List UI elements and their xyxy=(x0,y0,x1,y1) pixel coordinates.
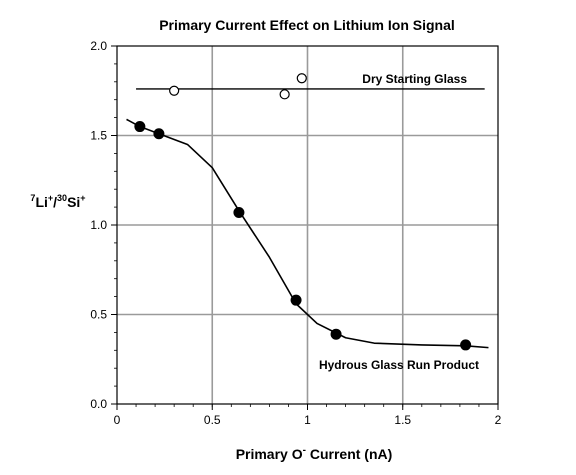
series-label-hydrous-glass-run-product: Hydrous Glass Run Product xyxy=(319,358,479,372)
hydrous-glass-point xyxy=(290,294,302,306)
x-tick-label: 0.5 xyxy=(204,413,221,427)
dry-glass-point xyxy=(296,73,307,84)
series-label-dry-starting-glass: Dry Starting Glass xyxy=(362,72,467,86)
x-axis-label: Primary O- Current (nA) xyxy=(236,445,393,462)
hydrous-glass-point xyxy=(134,121,146,133)
chart-title: Primary Current Effect on Lithium Ion Si… xyxy=(159,17,455,33)
y-axis-label: 7Li+/30Si+ xyxy=(30,193,85,210)
series-layer xyxy=(126,73,489,351)
hydrous-glass-point xyxy=(153,128,165,140)
tick-labels: 0 0.5 1 1.5 2 0.0 0.5 1.0 1.5 2.0 xyxy=(90,39,501,427)
x-tick-label: 1 xyxy=(304,413,311,427)
y-tick-label: 1.5 xyxy=(90,129,107,143)
hydrous-glass-point xyxy=(460,339,472,351)
y-tick-label: 2.0 xyxy=(90,39,107,53)
y-tick-label: 0.5 xyxy=(90,308,107,322)
x-tick-label: 0 xyxy=(114,413,121,427)
y-tick-label: 0.0 xyxy=(90,397,107,411)
y-tick-label: 1.0 xyxy=(90,218,107,232)
axis-ticks xyxy=(111,45,499,410)
grid xyxy=(117,46,498,404)
x-tick-label: 1.5 xyxy=(394,413,411,427)
dry-glass-point xyxy=(279,89,290,100)
hydrous-glass-point xyxy=(233,206,245,218)
hydrous-glass-point xyxy=(330,328,342,340)
dry-glass-point xyxy=(169,85,180,96)
x-tick-label: 2 xyxy=(495,413,502,427)
